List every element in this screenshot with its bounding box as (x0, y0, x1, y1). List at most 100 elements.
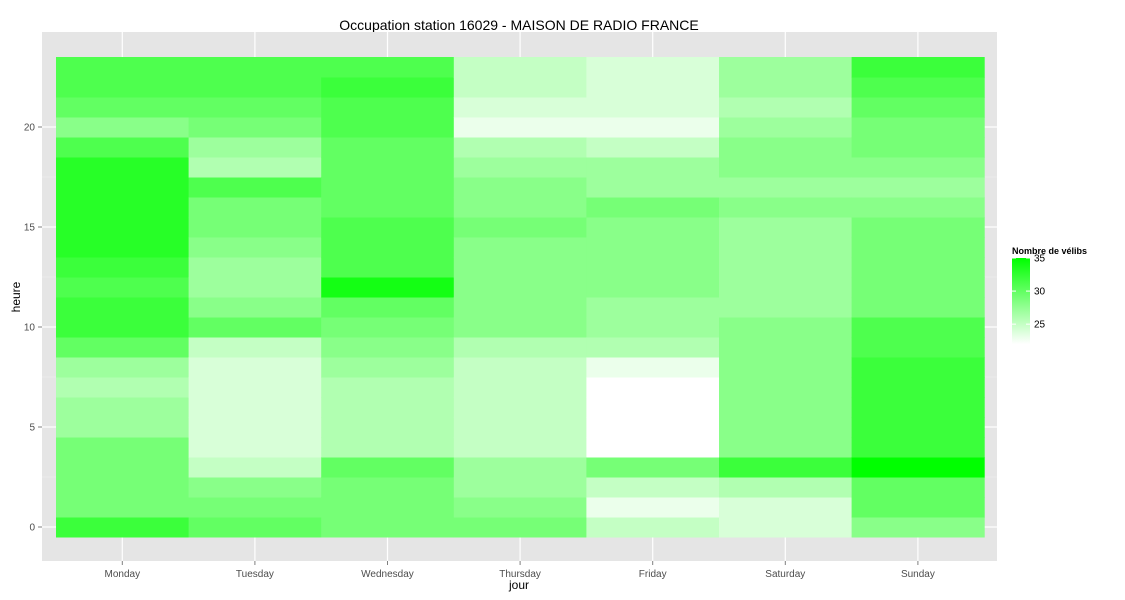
heatmap-tile (586, 477, 720, 498)
heatmap-tile (851, 477, 985, 498)
heatmap-tile (453, 97, 587, 118)
heatmap-tile (188, 117, 322, 138)
heatmap-tile (719, 117, 853, 138)
heatmap-tile (851, 137, 985, 158)
legend-colorbar (1012, 258, 1030, 344)
heatmap-tile (188, 377, 322, 398)
heatmap-tile (453, 517, 587, 538)
heatmap-tile (851, 377, 985, 398)
heatmap-tile (321, 457, 455, 478)
heatmap-tile (188, 517, 322, 538)
heatmap-tile (321, 257, 455, 278)
heatmap-tile (188, 97, 322, 118)
heatmap-tile (851, 257, 985, 278)
heatmap-tile (453, 257, 587, 278)
heatmap-tile (719, 57, 853, 78)
heatmap-tile (453, 417, 587, 438)
heatmap-tile (586, 157, 720, 178)
heatmap-tile (851, 437, 985, 458)
heatmap-tile (586, 497, 720, 518)
heatmap-tile (321, 517, 455, 538)
heatmap-tile (321, 417, 455, 438)
heatmap-tile (851, 217, 985, 238)
heatmap-tile (586, 177, 720, 198)
heatmap-tile (321, 277, 455, 298)
heatmap-tile (56, 117, 190, 138)
heatmap-tile (586, 137, 720, 158)
heatmap-tile (719, 77, 853, 98)
heatmap-tile (719, 177, 853, 198)
heatmap-tile (586, 357, 720, 378)
heatmap-tile (719, 437, 853, 458)
heatmap-tile (188, 237, 322, 258)
heatmap-tile (586, 237, 720, 258)
heatmap-tile (321, 397, 455, 418)
heatmap-tile (188, 337, 322, 358)
heatmap-tile (851, 337, 985, 358)
heatmap-tile (453, 317, 587, 338)
heatmap-tile (321, 297, 455, 318)
heatmap-tile (586, 437, 720, 458)
heatmap-tile (719, 317, 853, 338)
heatmap-tile (851, 497, 985, 518)
heatmap-tile (188, 257, 322, 278)
heatmap-tile (188, 477, 322, 498)
y-tick-label: 15 (24, 223, 36, 234)
heatmap-tile (188, 277, 322, 298)
heatmap-tile (851, 277, 985, 298)
heatmap-tile (56, 257, 190, 278)
heatmap-tile (851, 97, 985, 118)
heatmap-tile (56, 377, 190, 398)
heatmap-tile (188, 77, 322, 98)
heatmap-tile (453, 117, 587, 138)
heatmap-tile (56, 97, 190, 118)
heatmap-tile (719, 417, 853, 438)
heatmap-tile (851, 57, 985, 78)
y-tick-label: 10 (24, 323, 36, 334)
heatmap-tile (56, 357, 190, 378)
heatmap-tile (719, 257, 853, 278)
heatmap-tile (56, 397, 190, 418)
heatmap-tile (851, 117, 985, 138)
heatmap-tile (586, 117, 720, 138)
heatmap-tile (851, 77, 985, 98)
heatmap-tile (719, 237, 853, 258)
heatmap-tile (188, 217, 322, 238)
heatmap-tile (321, 177, 455, 198)
heatmap-tile (188, 157, 322, 178)
heatmap-tile (56, 197, 190, 218)
heatmap-tile (453, 377, 587, 398)
heatmap-tile (321, 497, 455, 518)
heatmap-tile (321, 317, 455, 338)
heatmap-tile (719, 517, 853, 538)
heatmap-tile (586, 457, 720, 478)
heatmap-tile (56, 297, 190, 318)
heatmap-tile (56, 497, 190, 518)
heatmap-tile (56, 517, 190, 538)
y-axis: 0 5 10 15 20 (24, 123, 42, 534)
legend-title: Nombre de vélibs (1012, 246, 1087, 256)
x-tick-label: Friday (639, 569, 667, 580)
heatmap-tile (321, 77, 455, 98)
heatmap-tile (56, 417, 190, 438)
heatmap-tiles (56, 57, 985, 538)
heatmap-tile (56, 217, 190, 238)
heatmap-tile (188, 417, 322, 438)
heatmap-tile (56, 277, 190, 298)
heatmap-tile (719, 97, 853, 118)
heatmap-tile (586, 417, 720, 438)
heatmap-tile (321, 377, 455, 398)
heatmap-tile (453, 337, 587, 358)
heatmap-tile (586, 97, 720, 118)
x-tick-label: Thursday (499, 569, 541, 580)
heatmap-tile (719, 377, 853, 398)
heatmap-tile (851, 317, 985, 338)
heatmap-tile (851, 357, 985, 378)
heatmap-tile (321, 337, 455, 358)
heatmap-tile (321, 237, 455, 258)
heatmap-tile (188, 457, 322, 478)
heatmap-tile (586, 517, 720, 538)
heatmap-tile (719, 337, 853, 358)
heatmap-tile (719, 477, 853, 498)
